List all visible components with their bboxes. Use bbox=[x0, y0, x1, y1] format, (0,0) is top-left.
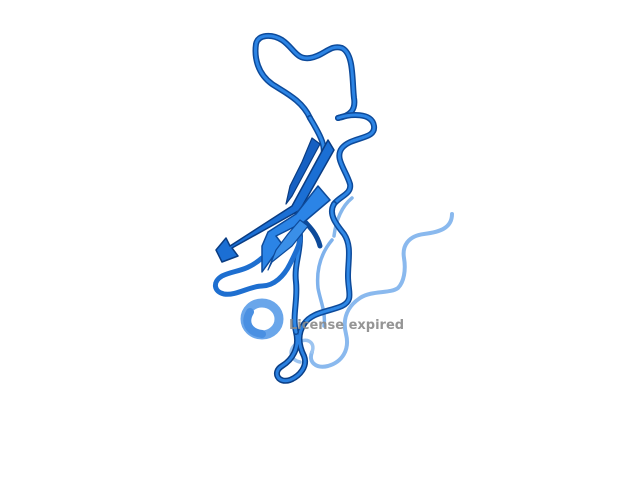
far-coil bbox=[289, 196, 454, 369]
c-terminal-tail bbox=[309, 212, 454, 369]
right-upper-loop-hl bbox=[332, 113, 376, 206]
helix-front bbox=[243, 308, 266, 338]
bottom-loop-hl bbox=[275, 322, 307, 383]
helix-turn bbox=[240, 298, 284, 340]
beta-strand-3 bbox=[285, 137, 321, 205]
right-descending-strand-hl bbox=[302, 202, 351, 326]
top-loop-highlight bbox=[254, 34, 356, 120]
beta-strand-1 bbox=[215, 139, 335, 263]
beta-sheet bbox=[215, 137, 335, 273]
beta-strand-4 bbox=[267, 219, 309, 271]
beta-strand-2 bbox=[261, 185, 331, 273]
far-loop-3 bbox=[332, 196, 354, 238]
left-lower-loop bbox=[213, 235, 303, 297]
